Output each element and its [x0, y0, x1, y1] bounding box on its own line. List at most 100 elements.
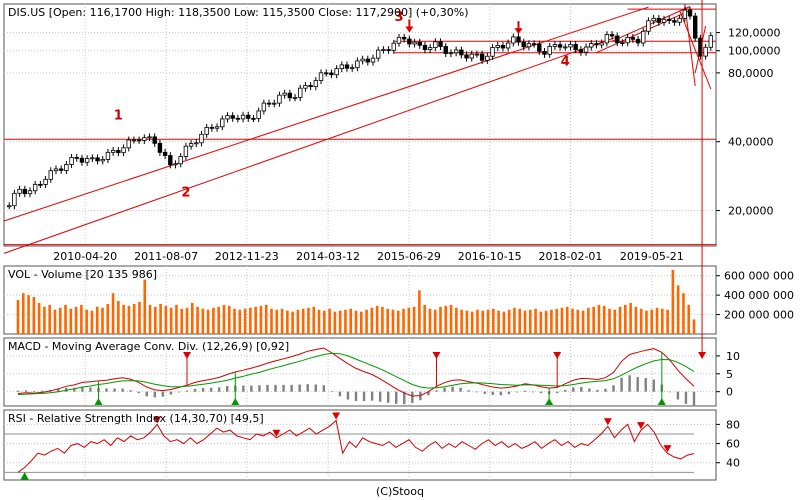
macd-histogram-bar [73, 387, 76, 392]
macd-histogram-bar [185, 390, 189, 392]
macd-lines [17, 347, 695, 397]
candle-body [667, 18, 672, 21]
candle-body [178, 156, 183, 165]
volume-bar [354, 310, 358, 334]
volume-bar [581, 310, 585, 334]
macd-histogram-bar [652, 379, 655, 392]
candle-body [152, 136, 157, 144]
volume-bar [661, 308, 664, 334]
candle-body [84, 158, 90, 163]
macd-histogram-bar [330, 391, 334, 392]
candle-body [220, 118, 225, 128]
volume-bar [439, 306, 442, 334]
volume-bar [21, 293, 25, 334]
candle-body [334, 68, 339, 76]
macd-histogram-bar [572, 387, 575, 392]
price-tick-label: 40,0000 [728, 136, 774, 149]
candle-body [6, 205, 12, 208]
volume-y-axis: 200 000 000 400 000 000 600 000 000 [716, 270, 794, 322]
macd-histogram-bar [24, 390, 28, 392]
candle-body [583, 46, 589, 53]
macd-histogram-bar [217, 387, 221, 392]
volume-bar [90, 310, 94, 334]
volume-bar [344, 309, 347, 334]
candle-body [277, 94, 282, 104]
volume-bar [280, 308, 284, 334]
volume-bar [402, 308, 405, 334]
candle-body [469, 53, 474, 59]
candle-body [95, 157, 100, 162]
macd-histogram-bar [427, 391, 430, 396]
candle-body [17, 188, 22, 194]
candle-body [677, 17, 682, 23]
macd-histogram-bar [314, 384, 317, 392]
rsi-tick-label: 80 [726, 418, 740, 431]
volume-bar [423, 304, 426, 334]
candle-body [708, 35, 714, 48]
candle-body [609, 34, 615, 37]
candle-body [505, 42, 511, 49]
volume-bar [259, 305, 263, 334]
volume-bar [233, 308, 236, 334]
candle-body [246, 114, 251, 119]
volume-bar [190, 302, 194, 334]
volume-bar [687, 304, 691, 334]
candle-body [516, 36, 521, 43]
volume-bar [58, 307, 62, 334]
macd-histogram-bar [395, 391, 398, 404]
volume-bar [296, 309, 300, 334]
macd-histogram-bar [555, 391, 559, 394]
macd-histogram-bar [459, 387, 462, 392]
macd-histogram-bar [370, 391, 374, 401]
volume-tick-label: 600 000 000 [724, 270, 794, 283]
volume-bar [465, 310, 469, 334]
volume-bar [476, 309, 479, 334]
candle-body [521, 41, 526, 48]
volume-bar [175, 304, 178, 334]
candle-body [360, 58, 365, 62]
volume-bar [328, 308, 331, 334]
candle-body [69, 157, 74, 165]
volume-bar [275, 309, 279, 334]
candle-body [422, 44, 428, 50]
candle-body [339, 64, 345, 70]
wave-label: 3 [394, 10, 403, 25]
rsi-title: RSI - Relative Strength Index (14,30,70)… [8, 412, 264, 425]
volume-bar [227, 305, 231, 334]
volume-bar [312, 306, 316, 334]
macd-histogram-bar [620, 377, 623, 392]
macd-histogram-bar [57, 388, 60, 392]
macd-histogram-bar [523, 390, 527, 392]
volume-bar [597, 304, 601, 334]
candle-body [240, 114, 246, 120]
candle-body [485, 55, 490, 61]
rsi-path [17, 419, 695, 473]
candle-body [261, 102, 267, 112]
volume-bar [396, 310, 400, 334]
volume-bar [523, 310, 527, 334]
volume-bar [412, 306, 416, 334]
candle-body [396, 36, 402, 44]
volume-bar [122, 304, 125, 334]
macd-histogram-bar [89, 387, 92, 392]
price-title: DIS.US [Open: 116,1700 High: 118,3500 Lo… [8, 6, 468, 19]
volume-bar [48, 304, 51, 334]
volume-bar [16, 300, 20, 334]
price-grid [4, 4, 716, 246]
macd-histogram-bar [596, 389, 599, 392]
candle-body [417, 41, 422, 46]
candle-body [329, 72, 334, 76]
volume-bar [238, 309, 242, 334]
date-tick-label: 2012-11-23 [215, 250, 279, 263]
candle-body [599, 42, 604, 46]
volume-bar [249, 307, 252, 334]
volume-bar [507, 309, 511, 334]
candle-body [64, 163, 69, 171]
candle-body [542, 50, 547, 55]
volume-bar [307, 307, 310, 334]
sell-signal-marker [698, 352, 707, 359]
price-tick-label: 20,0000 [728, 205, 774, 218]
volume-bar [365, 309, 368, 334]
volume-bar [534, 308, 537, 334]
price-tick-label: 100,0000 [728, 45, 781, 58]
